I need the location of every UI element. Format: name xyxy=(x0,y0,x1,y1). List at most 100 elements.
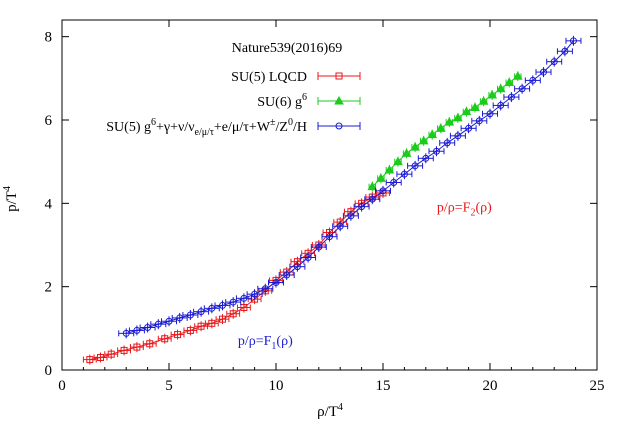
data-point xyxy=(390,179,398,186)
data-point xyxy=(240,294,248,302)
data-point xyxy=(261,285,269,293)
data-point xyxy=(219,315,226,323)
data-point xyxy=(475,117,483,125)
data-point xyxy=(410,142,420,151)
data-point xyxy=(375,173,386,182)
legend-label: SU(6) g6 xyxy=(257,92,307,110)
y-tick-label: 0 xyxy=(45,363,53,379)
data-point xyxy=(304,254,312,261)
data-point xyxy=(443,139,451,147)
y-tick-label: 6 xyxy=(45,113,53,129)
data-point xyxy=(507,93,515,101)
data-point xyxy=(368,195,376,203)
x-tick-label: 0 xyxy=(58,378,66,394)
data-point xyxy=(497,101,505,109)
x-tick-label: 15 xyxy=(376,378,391,394)
data-point xyxy=(418,135,429,145)
data-point xyxy=(384,164,395,174)
data-point xyxy=(435,123,446,132)
data-point xyxy=(461,106,472,116)
data-point xyxy=(569,37,577,45)
data-point xyxy=(272,279,280,286)
data-point xyxy=(240,304,248,311)
legend-label: SU(5) g6+γ+ν/νe/μ/τ+e/μ/τ+W±/Z0/H xyxy=(106,117,307,138)
data-point xyxy=(133,343,141,351)
data-point xyxy=(229,298,237,306)
data-point xyxy=(422,154,430,162)
data-point xyxy=(411,162,419,170)
data-point xyxy=(379,187,387,195)
y-axis-label: p/T4 xyxy=(2,186,20,212)
legend-label: SU(5) LQCD xyxy=(231,70,307,85)
axis-ticks: 0 5 10 15 20 25 0 2 4 6 8 xyxy=(45,20,605,394)
data-point xyxy=(487,89,498,99)
y-tick-label: 4 xyxy=(45,196,53,212)
data-point xyxy=(470,102,480,111)
data-point xyxy=(518,85,526,93)
x-tick-label: 20 xyxy=(483,378,498,394)
data-point xyxy=(144,324,152,331)
data-point xyxy=(358,203,366,211)
x-tick-label: 25 xyxy=(590,378,605,394)
data-point xyxy=(161,335,169,343)
plot-frame-box xyxy=(61,19,598,371)
data-point xyxy=(326,233,333,241)
data-point xyxy=(283,271,291,279)
data-point xyxy=(400,170,408,178)
data-point xyxy=(433,147,440,155)
data-point xyxy=(401,148,412,157)
data-point xyxy=(165,317,173,325)
legend-marker xyxy=(335,122,343,130)
data-point xyxy=(427,129,438,139)
legend-marker xyxy=(335,72,343,80)
data-point xyxy=(336,222,344,230)
x-tick-label: 10 xyxy=(269,378,284,394)
data-point xyxy=(293,263,301,271)
data-point xyxy=(120,346,128,354)
data-point xyxy=(540,68,547,76)
data-point xyxy=(529,76,537,84)
series-3 xyxy=(118,35,582,339)
data-point xyxy=(550,58,558,66)
y-tick-label: 8 xyxy=(45,30,53,46)
x-axis-label: ρ/T4 xyxy=(317,402,343,420)
data-point xyxy=(367,181,378,191)
data-point xyxy=(208,319,216,327)
legend: Nature539(2016)69 SU(5) LQCD SU(6) g6 SU(5)… xyxy=(106,41,361,138)
data-point xyxy=(454,132,462,140)
data-point xyxy=(347,212,355,220)
series-layer xyxy=(82,35,582,365)
data-point xyxy=(495,83,506,93)
data-point xyxy=(229,310,237,318)
data-point xyxy=(186,311,194,319)
data-point xyxy=(478,96,489,105)
legend-title: Nature539(2016)69 xyxy=(232,41,342,56)
data-point xyxy=(453,112,463,122)
data-point xyxy=(146,340,154,348)
x-tick-label: 5 xyxy=(165,378,173,394)
data-point xyxy=(86,356,94,364)
data-point xyxy=(186,326,194,334)
plot-frame xyxy=(61,19,598,371)
data-point xyxy=(197,308,205,316)
series-2 xyxy=(367,71,523,192)
data-point xyxy=(107,350,115,358)
data-point xyxy=(444,117,455,126)
data-point xyxy=(465,124,473,132)
data-point xyxy=(197,322,205,330)
data-point xyxy=(97,354,105,361)
data-point xyxy=(251,290,259,298)
data-point xyxy=(315,243,323,251)
annotations: p/ρ=F1(ρ) p/ρ=F2(ρ) xyxy=(238,201,492,352)
data-point xyxy=(219,301,226,309)
data-point xyxy=(393,156,403,166)
data-point xyxy=(486,110,494,118)
legend-marker xyxy=(334,95,344,105)
data-point xyxy=(504,77,515,86)
data-point xyxy=(561,47,569,55)
annotation: p/ρ=F1(ρ) xyxy=(238,334,293,352)
data-point xyxy=(512,71,523,80)
y-tick-label: 2 xyxy=(45,280,53,296)
annotation: p/ρ=F2(ρ) xyxy=(437,201,492,219)
